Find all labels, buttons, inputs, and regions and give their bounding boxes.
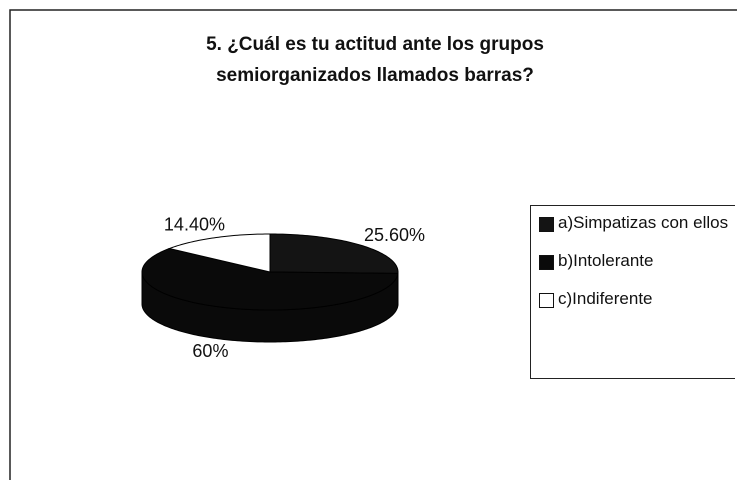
legend-swatch — [539, 255, 554, 270]
data-label: 60% — [192, 341, 228, 361]
legend-item: a)Simpatizas con ellos — [539, 214, 735, 232]
pie-top — [167, 233, 271, 273]
chart-border — [9, 9, 737, 480]
chart-title: semiorganizados llamados barras? — [216, 65, 534, 86]
legend-swatch — [539, 293, 554, 308]
pie-slice — [167, 233, 271, 273]
pie-top — [269, 233, 399, 274]
legend: a)Simpatizas con ellos b)Intolerante c)Ind… — [530, 205, 735, 379]
data-label: 14.40% — [164, 215, 225, 235]
legend-swatch — [539, 217, 554, 232]
data-label: 25.60% — [364, 225, 425, 245]
pie-top — [141, 247, 399, 311]
legend-label: b)Intolerante — [558, 251, 654, 270]
chart-title: 5. ¿Cuál es tu actitud ante los grupos — [206, 34, 544, 55]
legend-label: c)Indiferente — [558, 289, 653, 308]
pie-slice — [141, 247, 399, 343]
legend-item: b)Intolerante — [539, 252, 735, 270]
legend-item: c)Indiferente — [539, 290, 735, 308]
legend-label: a)Simpatizas con ellos — [558, 213, 729, 232]
